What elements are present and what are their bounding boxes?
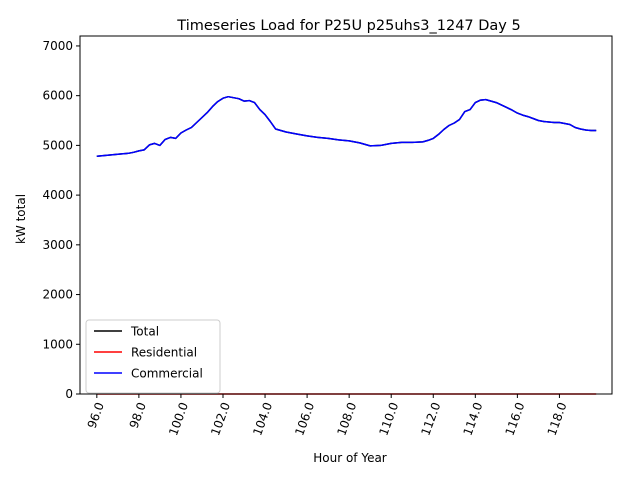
chart-title: Timeseries Load for P25U p25uhs3_1247 Da… xyxy=(176,18,520,34)
legend-box xyxy=(85,319,221,394)
y-axis-label: kW total xyxy=(14,194,28,244)
y-tick-label: 2000 xyxy=(42,288,73,302)
plot-area xyxy=(79,35,613,395)
legend-label-commercial: Commercial xyxy=(131,367,203,381)
y-tick-label: 0 xyxy=(65,387,73,401)
axes-frame xyxy=(79,35,613,395)
y-tick-label: 6000 xyxy=(42,89,73,103)
legend: Total Residential Commercial xyxy=(85,319,221,394)
y-tick-label: 1000 xyxy=(42,337,73,351)
x-axis-label: Hour of Year xyxy=(313,451,387,465)
series-line-commercial xyxy=(96,95,597,158)
legend-label-residential: Residential xyxy=(131,346,197,360)
y-tick-label: 7000 xyxy=(42,39,73,53)
y-tick-label: 5000 xyxy=(42,138,73,152)
y-tick-label: 3000 xyxy=(42,238,73,252)
y-tick-label: 4000 xyxy=(42,188,73,202)
legend-label-total: Total xyxy=(130,325,159,339)
y-axis: 0 1000 2000 3000 4000 5000 6000 7000 xyxy=(42,39,80,401)
